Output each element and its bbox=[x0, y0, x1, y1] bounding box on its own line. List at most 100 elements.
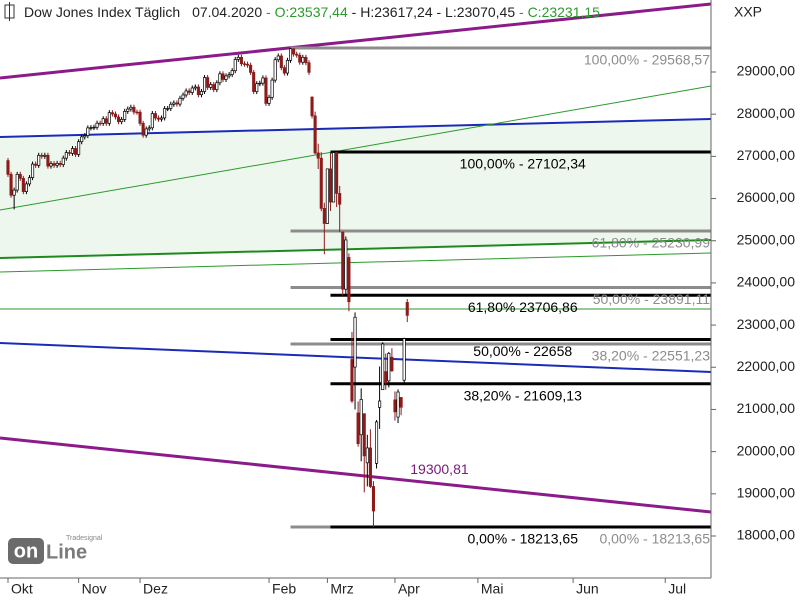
x-tick-label: Apr bbox=[398, 581, 420, 597]
candle-body bbox=[190, 87, 194, 93]
candle-body bbox=[178, 97, 182, 105]
candle-body bbox=[313, 115, 317, 154]
y-tick-label: 21000,00 bbox=[737, 400, 796, 416]
candle-body bbox=[15, 174, 19, 191]
annotation: 19300,81 bbox=[410, 461, 469, 477]
candle-body bbox=[101, 118, 105, 124]
candle-body bbox=[209, 84, 213, 88]
candle-body bbox=[144, 128, 148, 136]
candle-body bbox=[347, 257, 351, 303]
candle-body bbox=[92, 126, 96, 129]
candle-body bbox=[264, 77, 268, 104]
candle-body bbox=[64, 152, 68, 159]
candle-body bbox=[172, 102, 176, 105]
candle-body bbox=[295, 53, 299, 56]
ohlc-label: - H:23617,24 bbox=[352, 4, 433, 20]
x-tick-label: Feb bbox=[272, 581, 296, 597]
candle-body bbox=[338, 193, 342, 205]
fib-label: 0,00% - 18213,65 bbox=[599, 531, 710, 547]
candle-body bbox=[270, 79, 274, 98]
fib-label: 50,00% - 22658 bbox=[473, 343, 572, 359]
title: Dow Jones Index Täglich bbox=[24, 4, 180, 20]
candle-body bbox=[187, 90, 191, 93]
candle-body bbox=[70, 148, 75, 154]
candle-body bbox=[98, 122, 102, 125]
y-tick-label: 25000,00 bbox=[737, 231, 796, 247]
candle-body bbox=[107, 112, 111, 124]
candle-body bbox=[310, 96, 314, 117]
candle-body bbox=[252, 72, 256, 92]
candle-body bbox=[399, 397, 403, 408]
candle-body bbox=[362, 413, 366, 457]
candle-body bbox=[215, 82, 219, 90]
candle-body bbox=[282, 67, 286, 74]
candle-body bbox=[307, 62, 311, 73]
fib-label: 61,80% 23706,86 bbox=[468, 299, 578, 315]
symbol: XXP bbox=[734, 4, 762, 20]
candle-body bbox=[6, 160, 10, 175]
candle-body bbox=[163, 108, 167, 119]
candle-body bbox=[368, 447, 372, 487]
y-tick-label: 28000,00 bbox=[737, 105, 796, 121]
candle-body bbox=[233, 59, 237, 72]
candle-body bbox=[292, 48, 296, 55]
candle-body bbox=[123, 111, 127, 120]
date: 07.04.2020 bbox=[192, 4, 262, 20]
candle-body bbox=[153, 113, 157, 119]
candle-body bbox=[212, 84, 216, 90]
candle-body bbox=[242, 63, 247, 65]
candle-body bbox=[80, 136, 84, 143]
fib-label: 61,80% - 25230,99 bbox=[592, 235, 711, 251]
candle-body bbox=[141, 122, 145, 136]
candles bbox=[6, 48, 409, 527]
header: Dow Jones Index Täglich 07.04.2020 - O:2… bbox=[4, 2, 762, 21]
candle-body bbox=[276, 55, 280, 61]
x-tick-label: Okt bbox=[11, 581, 33, 597]
candle-body bbox=[181, 94, 185, 99]
candle-body bbox=[166, 108, 170, 110]
trendline bbox=[0, 239, 712, 259]
logo: on Line Tradesignal bbox=[8, 535, 103, 564]
x-tick-label: Jun bbox=[576, 581, 599, 597]
candle-body bbox=[245, 63, 250, 66]
candle-body bbox=[12, 189, 16, 196]
candle-body bbox=[344, 239, 348, 290]
candle-body bbox=[199, 91, 204, 96]
x-tick-label: Mrz bbox=[330, 581, 353, 597]
candle-body bbox=[405, 302, 409, 316]
candle-body bbox=[206, 77, 210, 88]
candle-body bbox=[202, 77, 207, 92]
candle-body bbox=[86, 127, 90, 136]
candle-body bbox=[193, 86, 197, 89]
candle-body bbox=[46, 154, 50, 167]
shaded-zone bbox=[0, 119, 711, 258]
ohlc-label: - L:23070,45 bbox=[437, 4, 516, 20]
trendline bbox=[0, 436, 712, 514]
candle-body bbox=[156, 117, 161, 120]
candle-body bbox=[43, 154, 47, 157]
candle-body bbox=[255, 83, 259, 92]
candle-body bbox=[365, 447, 369, 464]
candle-body bbox=[34, 163, 38, 166]
candle-body bbox=[169, 103, 173, 109]
candle-body bbox=[273, 59, 277, 81]
y-tick-label: 29000,00 bbox=[737, 63, 796, 79]
trendline bbox=[0, 252, 712, 273]
fib-label: 0,00% - 18213,65 bbox=[467, 531, 578, 547]
fib-label: 100,00% - 27102,34 bbox=[460, 156, 586, 172]
trendlines bbox=[0, 2, 712, 514]
y-tick-label: 20000,00 bbox=[737, 442, 796, 458]
candle-body bbox=[381, 343, 385, 391]
candle-body bbox=[175, 102, 179, 105]
candle-body bbox=[396, 391, 400, 418]
candle-body bbox=[77, 141, 81, 155]
candle-body bbox=[384, 371, 388, 383]
y-tick-label: 19000,00 bbox=[737, 485, 796, 501]
candle-body bbox=[288, 48, 293, 61]
y-tick-label: 27000,00 bbox=[737, 147, 796, 163]
candle-body bbox=[230, 70, 234, 75]
logo-brand: Tradesignal bbox=[66, 535, 103, 542]
candle-body bbox=[89, 127, 93, 129]
candle-body bbox=[67, 152, 71, 154]
